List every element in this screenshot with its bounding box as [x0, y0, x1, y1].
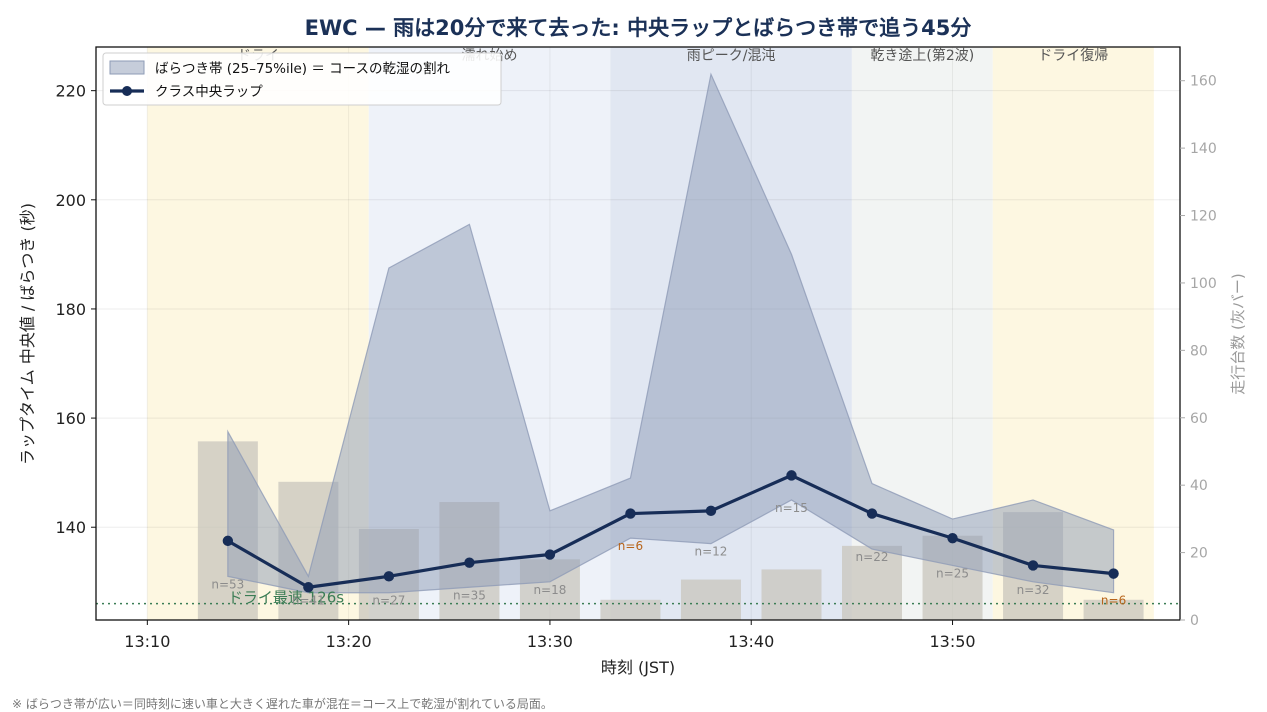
x-tick-label-4: 13:50	[929, 632, 975, 651]
variability-band	[227, 72, 1115, 594]
x-axis-ticks: 13:10 13:20 13:30 13:40 13:50	[124, 620, 976, 651]
car-count-bar-5	[600, 599, 661, 620]
median-lap-series	[222, 470, 1119, 593]
car-count-bar-7	[761, 569, 822, 620]
y2-tick-label-5: 100	[1190, 276, 1217, 292]
n-label-5: n=6	[618, 539, 643, 553]
n-label-10: n=32	[1017, 583, 1050, 597]
legend-label-band: ばらつき帯 (25–75%ile) ＝ コースの乾湿の割れ	[155, 60, 450, 77]
median-point-7	[786, 470, 797, 481]
median-point-3	[464, 557, 475, 568]
median-point-6	[705, 505, 717, 517]
n-label-4: n=18	[533, 583, 566, 597]
variability-band-area	[227, 72, 1115, 594]
y2-tick-label-8: 160	[1190, 74, 1217, 90]
y-axis-ticks: 140 160 180 200 220	[55, 82, 96, 537]
car-count-bar-6	[680, 579, 741, 620]
car-count-bar-8	[842, 545, 903, 620]
x-axis-label: 時刻 (JST)	[601, 658, 675, 677]
x-tick-label-3: 13:40	[728, 632, 774, 651]
median-point-10	[1027, 560, 1039, 571]
y2-axis-ticks: 0 20 40 60 80 100 120 140 160	[1180, 74, 1217, 629]
n-label-2: n=27	[372, 594, 405, 608]
y2-tick-label-3: 60	[1190, 411, 1208, 427]
y2-tick-label-4: 80	[1190, 343, 1208, 359]
plot-frame	[95, 46, 1181, 621]
y2-axis-label: 走行台数 (灰バー)	[1229, 273, 1247, 394]
median-line	[227, 473, 1114, 589]
phase-label-2: 雨ピーク/混沌	[687, 48, 776, 64]
footnote: ※ ばらつき帯が広い＝同時刻に速い車と大きく遅れた車が混在＝コース上で乾湿が割れ…	[12, 696, 553, 711]
phase-label-3: 乾き途上(第2波)	[870, 47, 974, 64]
y-tick-label-1: 160	[55, 409, 86, 428]
reference-line-label: ドライ最速 126s	[228, 589, 344, 607]
n-label-1: n=41	[292, 594, 325, 608]
y-axis-label: ラップタイム 中央値 / ばらつき (秒)	[18, 203, 37, 465]
y2-tick-label-1: 20	[1190, 546, 1208, 562]
median-point-9	[947, 532, 958, 544]
x-tick-label-0: 13:10	[124, 632, 170, 651]
y-tick-label-0: 140	[55, 518, 86, 537]
chart-title: EWC — 雨は20分で来て去った: 中央ラップとばらつき帯で追う45分	[305, 16, 972, 40]
reference-line-group: ドライ最速 126s	[96, 589, 1180, 607]
legend-box	[102, 52, 502, 106]
y2-tick-label-7: 140	[1190, 141, 1217, 157]
n-label-7: n=15	[775, 501, 808, 515]
y2-tick-label-6: 120	[1190, 209, 1217, 225]
median-point-4	[544, 549, 556, 560]
n-label-8: n=22	[856, 550, 889, 564]
n-label-6: n=12	[695, 545, 728, 559]
median-point-1	[303, 582, 314, 593]
n-label-11: n=6	[1101, 594, 1126, 608]
n-label-3: n=35	[453, 588, 486, 602]
legend-swatch-marker	[122, 86, 132, 96]
car-count-bar-11	[1083, 599, 1144, 620]
n-label-0: n=53	[211, 577, 244, 591]
legend-swatch-band	[109, 60, 145, 75]
median-point-2	[383, 571, 395, 582]
median-point-5	[625, 508, 636, 519]
x-tick-label-2: 13:30	[527, 632, 573, 651]
legend-label-median: クラス中央ラップ	[155, 84, 263, 100]
y-tick-label-4: 220	[55, 82, 86, 101]
phase-label-4: ドライ復帰	[1038, 47, 1108, 64]
median-point-0	[222, 535, 234, 547]
y-tick-label-3: 200	[55, 191, 86, 210]
median-point-11	[1108, 568, 1119, 579]
x-tick-label-1: 13:20	[326, 632, 372, 651]
y2-tick-label-2: 40	[1190, 478, 1208, 494]
median-point-8	[866, 508, 878, 519]
n-labels: n=53 n=41 n=27 n=35 n=18 n=6 n=12 n=15 n=22 n=25 n…	[211, 501, 1126, 608]
n-label-9: n=25	[936, 566, 969, 580]
y-tick-label-2: 180	[55, 300, 86, 319]
y2-tick-label-0: 0	[1190, 613, 1199, 629]
